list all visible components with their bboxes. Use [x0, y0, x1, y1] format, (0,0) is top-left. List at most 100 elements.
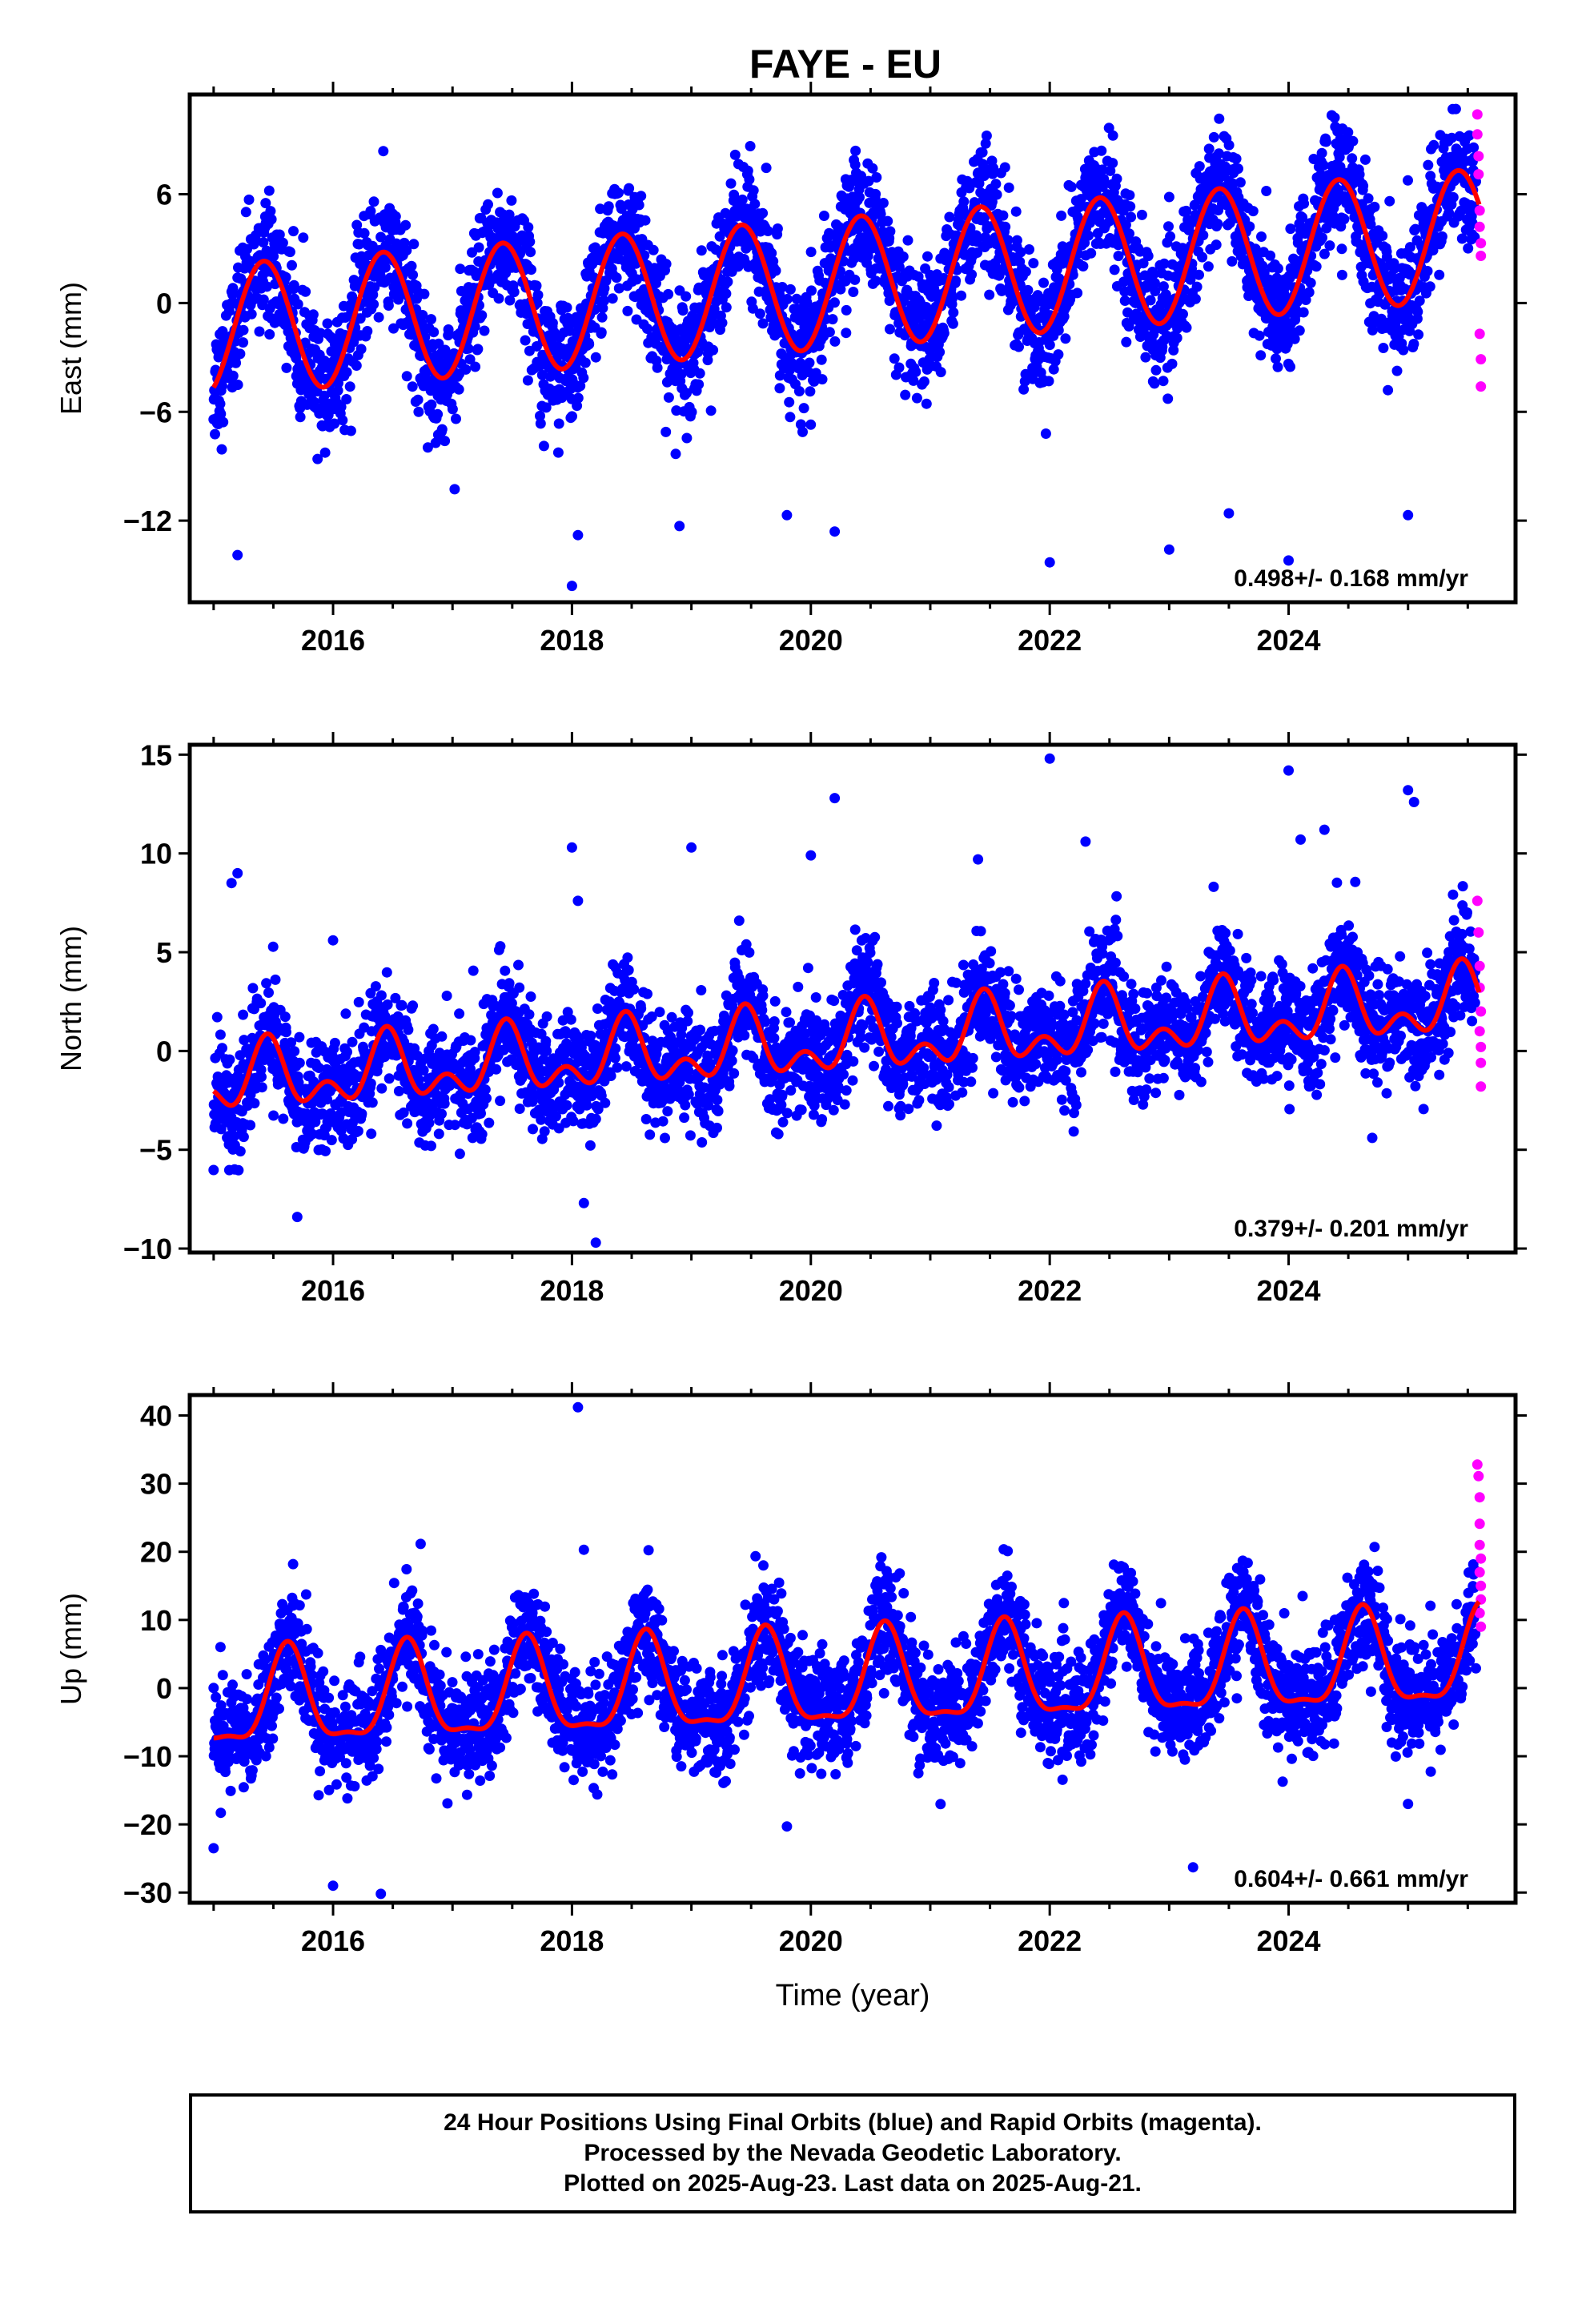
data-point: [240, 207, 251, 218]
data-point: [809, 376, 820, 387]
data-point: [453, 384, 464, 395]
data-point: [834, 222, 845, 233]
data-point: [1408, 339, 1419, 349]
data-point: [463, 343, 474, 354]
data-point: [829, 526, 841, 537]
data-point: [938, 328, 950, 339]
data-point: [1272, 361, 1283, 372]
data-point: [1320, 136, 1331, 147]
data-point: [247, 983, 259, 994]
data-point: [1053, 349, 1064, 360]
data-point: [428, 1023, 439, 1035]
data-point: [661, 259, 672, 270]
data-point: [613, 187, 624, 199]
data-point: [535, 418, 546, 429]
data-point: [351, 360, 362, 371]
data-point: [345, 425, 356, 436]
data-point: [1086, 247, 1097, 259]
data-point: [816, 354, 827, 365]
data-point: [679, 1112, 690, 1124]
data-point: [1044, 340, 1055, 351]
data-point: [885, 226, 896, 237]
data-point: [322, 318, 333, 329]
x-tick-label: 2022: [1018, 624, 1082, 657]
data-point: [504, 295, 516, 306]
data-point: [609, 1052, 620, 1063]
data-point: [1166, 358, 1178, 369]
data-point: [408, 269, 419, 280]
y-tick-label: −12: [123, 505, 172, 537]
data-point: [1247, 206, 1259, 217]
data-point: [430, 437, 441, 448]
data-point: [636, 191, 647, 202]
data-point: [824, 327, 835, 338]
data-point: [781, 294, 793, 304]
data-point: [642, 988, 652, 999]
rapid-point: [1476, 238, 1487, 249]
data-point: [365, 206, 376, 217]
data-point: [882, 215, 893, 227]
data-point: [524, 1009, 535, 1020]
data-point: [918, 376, 930, 387]
data-point: [1109, 264, 1120, 275]
data-point: [383, 1073, 395, 1084]
data-point: [797, 426, 808, 437]
data-point: [1423, 159, 1434, 171]
data-point: [817, 374, 828, 385]
data-point: [561, 1100, 572, 1111]
data-point: [231, 357, 242, 368]
data-point: [1272, 263, 1283, 274]
points-final: [208, 103, 1481, 592]
data-point: [1014, 341, 1024, 352]
data-point: [671, 405, 682, 416]
data-point: [1000, 221, 1011, 232]
data-point: [575, 380, 586, 392]
data-point: [622, 952, 633, 963]
data-point: [584, 1140, 596, 1151]
data-point: [368, 196, 379, 207]
data-point: [662, 1106, 673, 1117]
data-point: [451, 413, 461, 424]
data-point: [566, 581, 577, 592]
data-point: [294, 1057, 305, 1068]
rapid-point: [1476, 354, 1487, 365]
data-point: [439, 1098, 450, 1109]
data-point: [774, 383, 785, 394]
data-point: [572, 529, 584, 541]
data-point: [281, 362, 292, 373]
data-point: [1294, 325, 1305, 336]
data-point: [1384, 195, 1395, 207]
data-point: [1299, 198, 1310, 209]
data-point: [547, 317, 558, 328]
data-point: [1434, 269, 1445, 280]
data-point: [596, 327, 607, 338]
data-point: [218, 416, 229, 428]
data-point: [393, 1086, 404, 1096]
data-point: [1343, 127, 1354, 138]
data-point: [288, 279, 299, 291]
data-point: [553, 1077, 564, 1088]
data-point: [1283, 555, 1294, 566]
data-point: [402, 1118, 413, 1129]
data-point: [532, 289, 544, 300]
data-point: [270, 974, 281, 985]
data-point: [749, 199, 761, 210]
data-point: [280, 271, 291, 283]
rapid-point: [1472, 109, 1483, 120]
data-point: [523, 222, 534, 233]
data-point: [258, 294, 269, 305]
data-point: [935, 367, 946, 378]
data-point: [1317, 232, 1327, 243]
data-point: [362, 326, 373, 336]
data-point: [441, 991, 452, 1001]
data-point: [539, 1126, 550, 1137]
data-point: [633, 199, 644, 211]
data-point: [867, 163, 878, 174]
data-point: [449, 1120, 460, 1131]
data-point: [777, 282, 788, 292]
data-point: [590, 1113, 601, 1124]
data-point: [863, 175, 874, 187]
data-point: [326, 1135, 337, 1146]
data-point: [277, 237, 288, 248]
data-point: [685, 1130, 696, 1141]
